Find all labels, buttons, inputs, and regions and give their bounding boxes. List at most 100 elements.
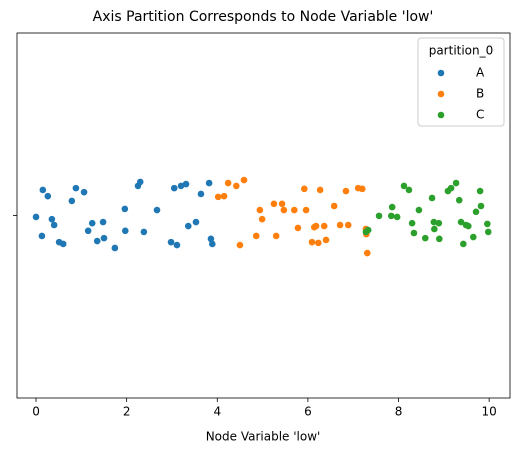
point — [208, 240, 216, 248]
point — [320, 222, 328, 230]
point — [233, 182, 240, 190]
point — [431, 225, 438, 233]
point — [32, 213, 40, 221]
point — [205, 179, 213, 187]
point — [207, 235, 215, 243]
point — [140, 228, 148, 236]
point — [300, 185, 308, 193]
x-tick-label: 6 — [304, 405, 312, 419]
point — [388, 203, 396, 211]
point — [472, 208, 480, 216]
point — [84, 227, 92, 235]
point — [236, 241, 244, 249]
point — [452, 179, 460, 187]
point — [214, 193, 222, 201]
point — [447, 184, 455, 192]
point — [80, 188, 88, 196]
point — [177, 182, 185, 190]
point — [415, 206, 423, 214]
x-axis-label: Node Variable 'low' — [206, 430, 321, 444]
point — [469, 233, 477, 241]
point — [428, 194, 436, 202]
point — [358, 185, 366, 193]
point — [375, 212, 383, 220]
point — [173, 241, 181, 249]
point — [476, 187, 484, 195]
point — [182, 180, 190, 188]
point — [436, 235, 443, 243]
point — [270, 200, 278, 208]
point — [192, 218, 200, 226]
point — [44, 192, 52, 200]
point — [291, 206, 298, 214]
point — [336, 221, 344, 229]
point — [258, 215, 266, 223]
point — [421, 234, 429, 242]
x-tick-label: 8 — [395, 405, 403, 419]
x-tick-label: 0 — [32, 405, 40, 419]
point — [167, 238, 175, 246]
point — [477, 202, 485, 210]
point — [465, 222, 472, 230]
point — [121, 205, 129, 213]
point — [111, 244, 119, 252]
point — [387, 212, 395, 220]
point — [39, 186, 47, 194]
point — [224, 179, 232, 187]
point — [100, 234, 108, 242]
point — [220, 192, 228, 200]
point — [68, 197, 76, 205]
point — [302, 206, 310, 214]
point — [408, 219, 416, 227]
point — [197, 190, 205, 198]
point — [330, 202, 338, 210]
point — [72, 184, 80, 192]
x-tick-label: 10 — [482, 405, 497, 419]
point — [252, 232, 260, 240]
legend-marker — [437, 69, 445, 77]
point — [455, 196, 463, 204]
point — [280, 206, 288, 214]
legend-marker — [437, 90, 445, 98]
legend-label: B — [476, 87, 484, 101]
chart-title: Axis Partition Corresponds to Node Varia… — [93, 9, 434, 25]
point — [363, 249, 371, 257]
legend-box — [417, 37, 505, 127]
point — [344, 221, 352, 229]
point — [121, 227, 129, 235]
point — [136, 178, 144, 186]
point — [153, 206, 161, 214]
point — [435, 219, 443, 227]
legend-label: A — [476, 66, 485, 80]
point — [484, 220, 491, 228]
point — [322, 236, 330, 244]
point — [93, 237, 101, 245]
point — [460, 240, 467, 248]
point — [170, 184, 178, 192]
point — [38, 232, 46, 240]
point — [99, 218, 107, 226]
point — [294, 224, 302, 232]
legend-marker — [437, 111, 445, 119]
point — [393, 213, 401, 221]
point — [240, 176, 248, 184]
point — [484, 228, 492, 236]
point — [312, 222, 320, 230]
point — [316, 186, 324, 194]
x-tick-label: 2 — [123, 405, 131, 419]
point — [315, 239, 322, 247]
point — [59, 240, 67, 248]
x-tick-label: 4 — [213, 405, 221, 419]
point — [184, 222, 192, 230]
point — [400, 182, 408, 190]
point — [430, 218, 438, 226]
point — [410, 229, 418, 237]
point — [50, 221, 58, 229]
point — [457, 218, 465, 226]
point — [272, 232, 280, 240]
point — [256, 206, 264, 214]
point — [278, 200, 286, 208]
legend-label: C — [476, 108, 484, 122]
point — [405, 186, 413, 194]
